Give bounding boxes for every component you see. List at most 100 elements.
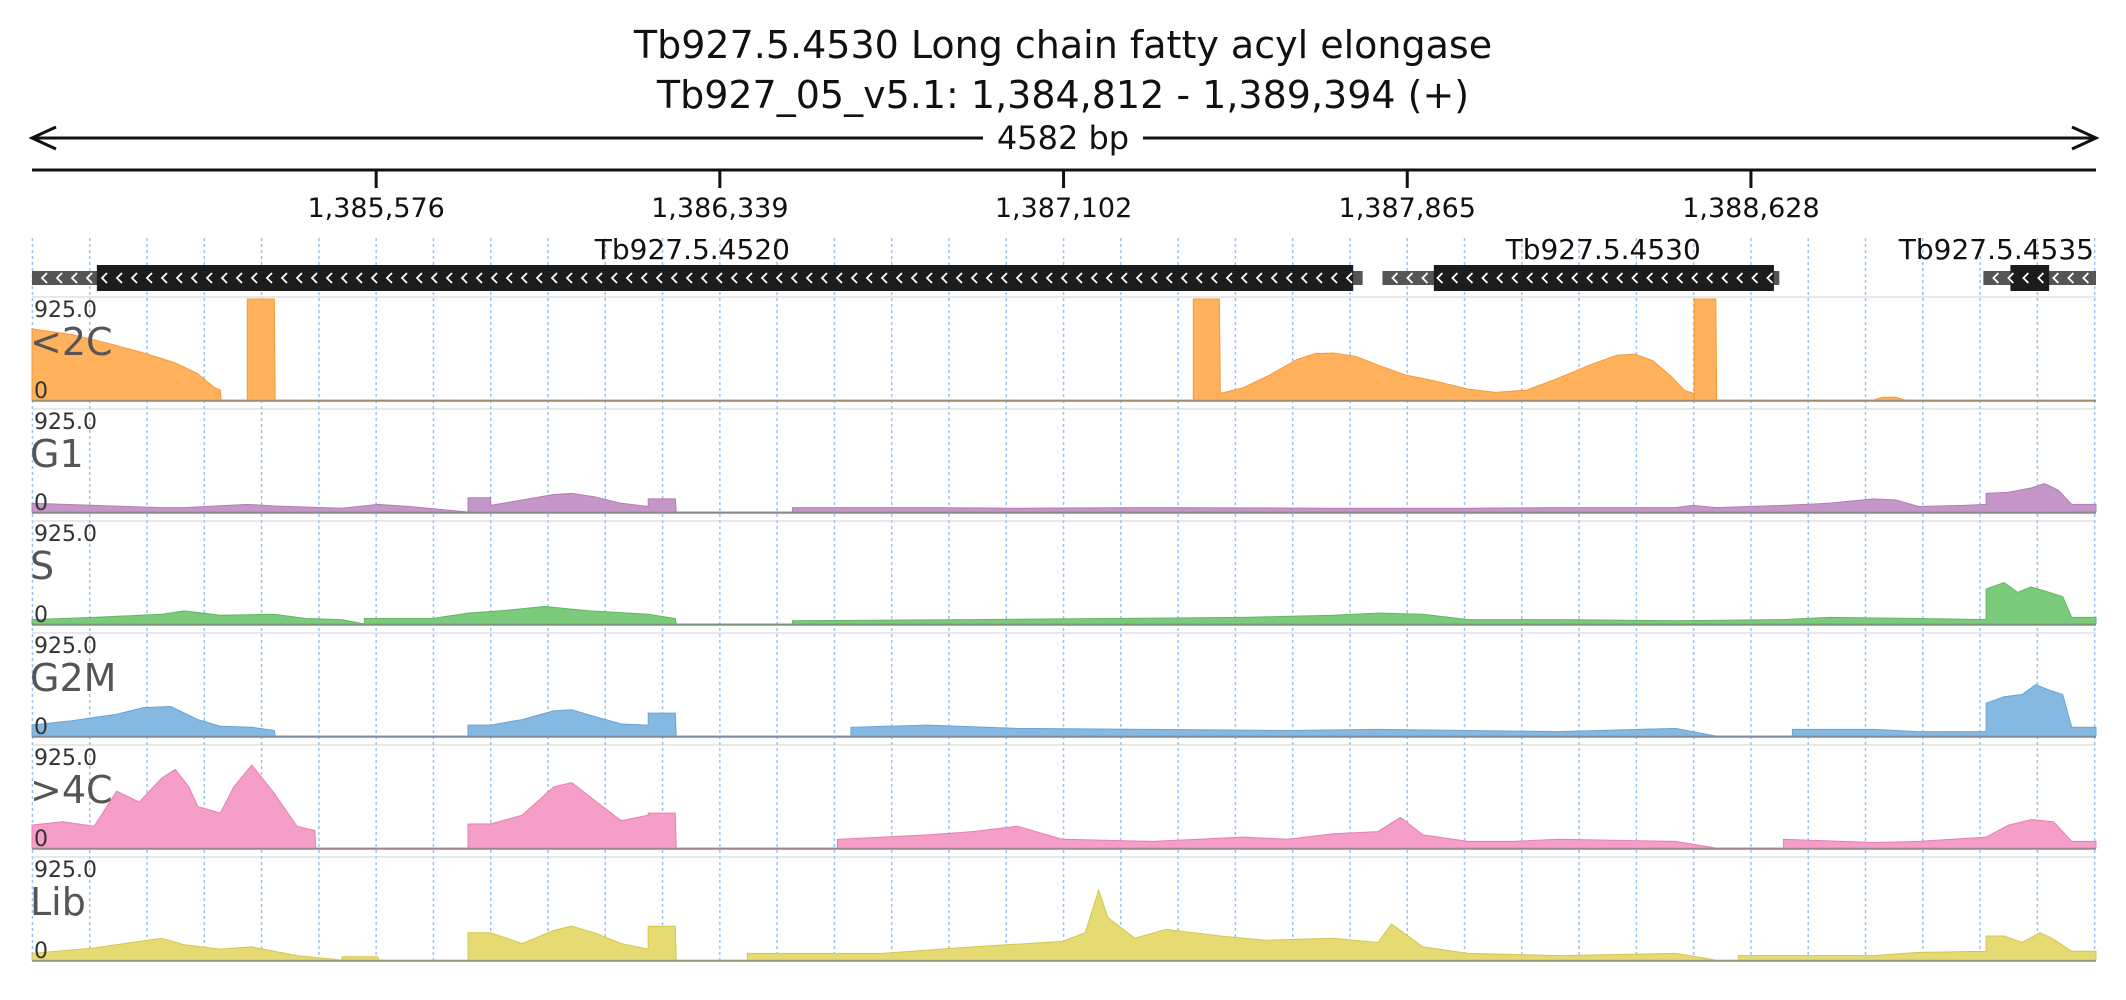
span-length-label: 4582 bp: [997, 119, 1129, 157]
strand-arrow-icon-0-58: [910, 272, 918, 284]
gene-0: Tb927.5.4520: [32, 233, 1363, 291]
strand-arrow-icon-1-16: [1631, 272, 1639, 284]
strand-arrow-icon-0-2: [70, 272, 78, 284]
ruler-tick-label-4: 1,388,628: [1682, 193, 1819, 224]
strand-arrow-icon-0-76: [1180, 272, 1188, 284]
strand-arrow-icon-0-46: [730, 272, 738, 284]
strand-arrow-icon-0-50: [790, 272, 798, 284]
strand-arrow-icon-0-22: [370, 272, 378, 284]
strand-arrow-icon-0-37: [595, 272, 603, 284]
strand-arrow-icon-0-44: [700, 272, 708, 284]
strand-arrow-icon-0-62: [970, 272, 978, 284]
strand-arrow-icon-0-8: [160, 272, 168, 284]
track-max-label-2: 925.0: [34, 522, 97, 547]
track-3: 925.0 0 G2M: [30, 632, 2097, 740]
strand-arrow-icon-0-21: [355, 272, 363, 284]
strand-arrow-icon-2-0: [1992, 272, 2000, 284]
strand-arrow-icon-0-42: [670, 272, 678, 284]
strand-arrow-icon-0-71: [1105, 272, 1113, 284]
strand-arrow-icon-0-43: [685, 272, 693, 284]
strand-arrow-icon-0-78: [1210, 272, 1218, 284]
track-min-label-2: 0: [34, 603, 48, 628]
strand-arrow-icon-0-85: [1315, 272, 1323, 284]
strand-arrow-icon-1-22: [1721, 272, 1729, 284]
strand-arrow-icon-0-3: [85, 272, 93, 284]
coverage-area-2: [31, 581, 2097, 625]
strand-arrow-icon-2-2: [2022, 272, 2030, 284]
strand-arrow-icon-0-39: [625, 272, 633, 284]
strand-arrow-icon-0-6: [130, 272, 138, 284]
strand-arrow-icon-0-18: [310, 272, 318, 284]
strand-arrow-icon-1-18: [1661, 272, 1669, 284]
strand-arrow-icon-0-56: [880, 272, 888, 284]
strand-arrow-icon-0-4: [100, 272, 108, 284]
ruler-tick-label-0: 1,385,576: [307, 193, 444, 224]
span-arrow-left-icon: [28, 125, 57, 151]
strand-arrow-icon-1-8: [1511, 272, 1519, 284]
strand-arrow-icon-0-33: [535, 272, 543, 284]
strand-arrow-icon-0-51: [805, 272, 813, 284]
ruler-tick-label-1: 1,386,339: [651, 193, 788, 224]
track-name-2: S: [30, 544, 54, 588]
track-4: 925.0 0 >4C: [30, 744, 2097, 852]
strand-arrow-icon-1-21: [1706, 272, 1714, 284]
strand-arrow-icon-0-45: [715, 272, 723, 284]
strand-arrow-icon-0-16: [280, 272, 288, 284]
strand-arrow-icon-0-68: [1060, 272, 1068, 284]
strand-arrow-icon-0-84: [1300, 272, 1308, 284]
strand-arrow-icon-0-26: [430, 272, 438, 284]
strand-arrow-icon-1-25: [1766, 272, 1774, 284]
strand-arrow-icon-1-4: [1451, 272, 1459, 284]
strand-arrow-icon-0-65: [1015, 272, 1023, 284]
strand-arrow-icon-1-23: [1736, 272, 1744, 284]
strand-arrow-icon-0-47: [745, 272, 753, 284]
strand-arrow-icon-1-24: [1751, 272, 1759, 284]
strand-arrow-icon-0-31: [505, 272, 513, 284]
strand-arrow-icon-1-11: [1556, 272, 1564, 284]
strand-arrow-icon-0-57: [895, 272, 903, 284]
strand-arrow-icon-0-29: [475, 272, 483, 284]
gene-cds-2: [2010, 265, 2050, 291]
strand-arrow-icon-0-67: [1045, 272, 1053, 284]
track-name-1: G1: [30, 432, 84, 476]
strand-arrow-icon-0-41: [655, 272, 663, 284]
strand-arrow-icon-0-27: [445, 272, 453, 284]
gene-2: Tb927.5.4535: [1898, 233, 2096, 291]
strand-arrow-icon-0-86: [1330, 272, 1338, 284]
coverage-area-4: [31, 764, 2097, 849]
strand-arrow-icon-0-25: [415, 272, 423, 284]
strand-arrow-icon-0-64: [1000, 272, 1008, 284]
strand-arrow-icon-0-32: [520, 272, 528, 284]
strand-arrow-icon-0-17: [295, 272, 303, 284]
strand-arrow-icon-0-48: [760, 272, 768, 284]
track-max-label-4: 925.0: [34, 746, 97, 771]
strand-arrow-icon-0-5: [115, 272, 123, 284]
strand-arrow-icon-0-63: [985, 272, 993, 284]
strand-arrow-icon-0-70: [1090, 272, 1098, 284]
strand-arrow-icon-0-61: [955, 272, 963, 284]
strand-arrow-icon-1-10: [1541, 272, 1549, 284]
strand-arrow-icon-0-12: [220, 272, 228, 284]
gene-annotation-track: Tb927.5.4520 Tb927.5.4530 Tb927.5.4535: [32, 233, 2096, 291]
strand-arrow-icon-0-81: [1255, 272, 1263, 284]
coverage-area-0: [31, 298, 2096, 401]
strand-arrow-icon-1-2: [1421, 272, 1429, 284]
track-name-0: <2C: [30, 320, 113, 364]
strand-arrow-icon-1-13: [1586, 272, 1594, 284]
strand-arrow-icon-1-20: [1691, 272, 1699, 284]
strand-arrow-icon-0-80: [1240, 272, 1248, 284]
strand-arrow-icon-1-5: [1466, 272, 1474, 284]
strand-arrow-icon-1-19: [1676, 272, 1684, 284]
strand-arrow-icon-0-7: [145, 272, 153, 284]
span-indicator: 4582 bp: [28, 119, 2100, 157]
strand-arrow-icon-0-66: [1030, 272, 1038, 284]
strand-arrow-icon-0-60: [940, 272, 948, 284]
strand-arrow-icon-0-54: [850, 272, 858, 284]
strand-arrow-icon-1-15: [1616, 272, 1624, 284]
strand-arrow-icon-0-40: [640, 272, 648, 284]
strand-arrow-icon-2-6: [2082, 272, 2090, 284]
coverage-area-5: [31, 888, 2097, 961]
strand-arrow-icon-0-75: [1165, 272, 1173, 284]
track-name-3: G2M: [30, 656, 116, 700]
strand-arrow-icon-0-19: [325, 272, 333, 284]
